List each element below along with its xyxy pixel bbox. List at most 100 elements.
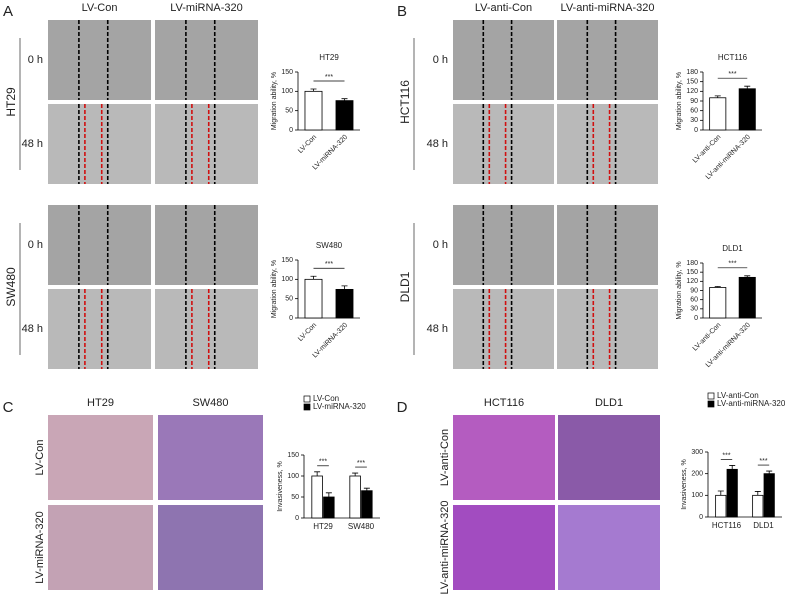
time-label: 0 h [433, 239, 448, 251]
legend-swatch [707, 392, 715, 400]
error-bar [744, 85, 751, 89]
micrograph [557, 104, 658, 184]
micrograph [453, 104, 554, 184]
micrograph [557, 289, 658, 369]
legend-swatch [303, 403, 311, 411]
y-axis-label: Migration ability, % [271, 72, 278, 130]
micrograph [558, 415, 660, 500]
y-tick-label: 100 [287, 473, 299, 480]
row-label: LV-anti-miRNA-320 [439, 501, 451, 595]
micrograph [48, 289, 151, 369]
y-tick-label: 0 [694, 315, 698, 322]
micrograph [558, 505, 660, 590]
bar [349, 475, 361, 519]
significance-label: *** [319, 459, 327, 466]
error-bar [310, 275, 317, 280]
bar [738, 276, 756, 319]
x-tick-label: LV-anti-Con [692, 134, 723, 165]
micrograph [453, 20, 554, 100]
time-label: 0 h [433, 54, 448, 66]
y-tick-label: 60 [690, 297, 698, 304]
error-bar [766, 470, 773, 474]
y-tick-label: 90 [690, 287, 698, 294]
bar [726, 468, 738, 518]
micrograph [557, 20, 658, 100]
significance-label: *** [325, 261, 333, 268]
micrograph [158, 505, 263, 590]
column-label: HCT116 [484, 397, 524, 409]
x-tick-label: HT29 [313, 522, 333, 531]
x-tick-label: LV-Con [297, 322, 318, 343]
y-tick-label: 150 [686, 269, 698, 276]
y-axis-label: Invasiveness, % [277, 461, 284, 512]
y-tick-label: 0 [289, 315, 293, 322]
y-tick-label: 0 [295, 515, 299, 522]
bar [763, 473, 775, 518]
y-tick-label: 50 [291, 494, 299, 501]
time-label: 0 h [28, 239, 43, 251]
bar [311, 475, 323, 519]
y-tick-label: 0 [694, 127, 698, 134]
y-tick-label: 100 [691, 492, 703, 499]
panel-letter: A [3, 3, 13, 20]
micrograph [48, 20, 151, 100]
column-label: LV-anti-miRNA-320 [561, 2, 655, 14]
error-bar [314, 471, 321, 476]
micrograph [557, 205, 658, 285]
significance-label: *** [728, 71, 736, 78]
bar [335, 100, 354, 131]
error-bar [717, 490, 724, 496]
micrograph [48, 104, 151, 184]
y-tick-label: 120 [686, 278, 698, 285]
micrograph [453, 415, 555, 500]
x-tick-label: HCT116 [712, 521, 742, 530]
y-axis-label: Migration ability, % [271, 260, 278, 318]
error-bar [714, 286, 721, 288]
micrograph [453, 289, 554, 369]
error-bar [325, 492, 332, 497]
row-label: LV-Con [34, 440, 46, 476]
chart-title: DLD1 [722, 244, 743, 253]
y-tick-label: 50 [285, 108, 293, 115]
y-axis-label: Invasiveness, % [681, 459, 688, 510]
error-bar [352, 472, 359, 476]
y-tick-label: 180 [686, 260, 698, 267]
micrograph [155, 104, 258, 184]
x-tick-label: DLD1 [753, 521, 774, 530]
error-bar [729, 465, 736, 470]
bar [738, 88, 756, 131]
panel-letter: C [3, 399, 14, 416]
y-tick-label: 300 [691, 449, 703, 456]
y-tick-label: 100 [281, 88, 293, 95]
y-tick-label: 0 [289, 127, 293, 134]
error-bar [341, 98, 348, 101]
micrograph [48, 415, 153, 500]
bar [304, 278, 323, 319]
error-bar [363, 487, 370, 491]
panel-letter: D [397, 399, 408, 416]
y-tick-label: 120 [686, 88, 698, 95]
bar [304, 90, 323, 131]
y-tick-label: 150 [281, 257, 293, 264]
x-tick-label: LV-Con [297, 134, 318, 155]
time-label: 48 h [427, 138, 448, 150]
significance-label: *** [728, 261, 736, 268]
time-label: 48 h [22, 138, 43, 150]
y-tick-label: 180 [686, 69, 698, 76]
bar [323, 496, 335, 519]
error-bar [310, 88, 317, 92]
error-bar [754, 491, 761, 496]
bar [709, 287, 727, 319]
micrograph [155, 20, 258, 100]
legend-label: LV-anti-miRNA-320 [717, 399, 786, 408]
legend-label: LV-anti-Con [717, 391, 759, 400]
bar [335, 288, 354, 319]
cell-line-label: HCT116 [398, 80, 412, 124]
y-axis-label: Migration ability, % [676, 261, 683, 319]
panel-letter: B [397, 3, 407, 20]
time-label: 0 h [28, 54, 43, 66]
x-tick-label: LV-anti-Con [692, 322, 723, 353]
y-axis-label: Migration ability, % [676, 72, 683, 130]
time-label: 48 h [22, 323, 43, 335]
